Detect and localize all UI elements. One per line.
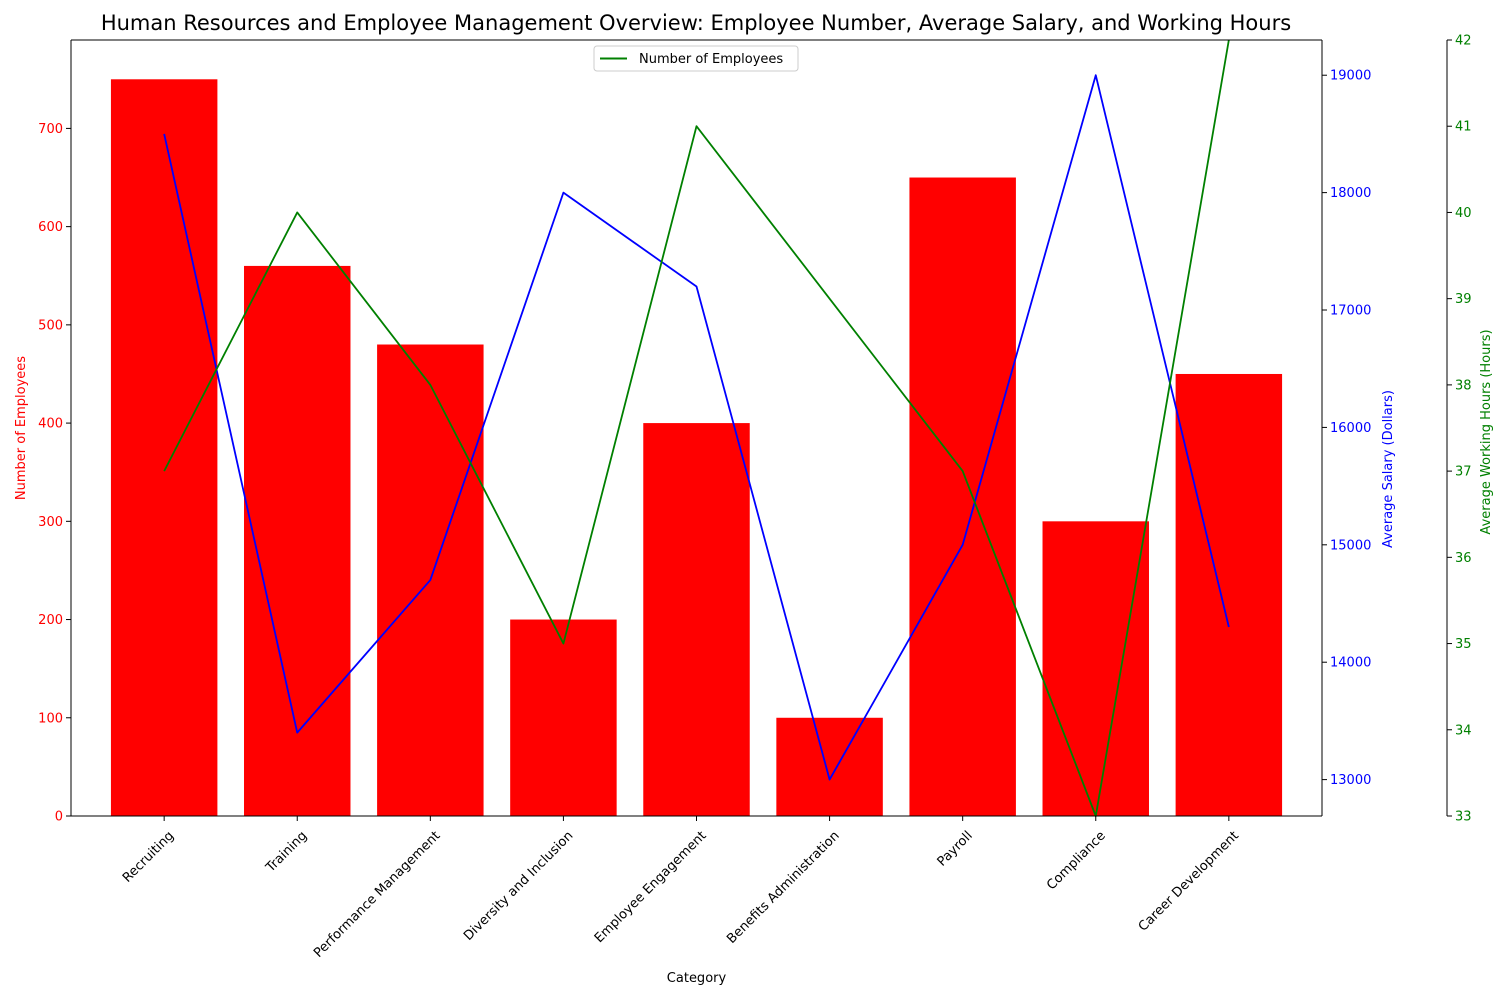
x-tick-label-career-development: Career Development: [1136, 828, 1242, 934]
bar-compliance: [1042, 521, 1149, 816]
legend: Number of Employees: [593, 45, 799, 72]
bar-diversity-and-inclusion: [510, 619, 617, 816]
y-tick-label-right-16000: 16000: [1330, 421, 1371, 436]
bar-benefits-administration: [776, 717, 883, 816]
y-tick-label-right-19000: 19000: [1330, 69, 1371, 84]
x-tick-label-employee-engagement: Employee Engagement: [592, 828, 710, 946]
y-tick-label-right2-38: 38: [1455, 378, 1472, 393]
y-tick-label-right2-37: 37: [1455, 465, 1472, 480]
y-tick-label-left-500: 500: [38, 318, 63, 333]
y-axis-label-left: Number of Employees: [14, 356, 29, 500]
y-tick-label-right-17000: 17000: [1330, 304, 1371, 319]
y-tick-label-right-14000: 14000: [1330, 656, 1371, 671]
chart-title: Human Resources and Employee Management …: [101, 11, 1291, 35]
y-tick-label-left-400: 400: [38, 417, 63, 432]
y-tick-label-right2-39: 39: [1455, 292, 1472, 307]
y-tick-label-right2-35: 35: [1455, 637, 1472, 652]
x-axis-label: Category: [667, 971, 727, 986]
y-tick-label-right2-42: 42: [1455, 34, 1472, 49]
y-tick-label-left-600: 600: [38, 220, 63, 235]
x-tick-label-diversity-and-inclusion: Diversity and Inclusion: [461, 828, 576, 943]
bars-layer: [110, 79, 1283, 817]
bar-career-development: [1175, 373, 1283, 816]
y-tick-label-left-300: 300: [38, 515, 63, 530]
y-tick-label-right2-41: 41: [1455, 120, 1472, 135]
y-tick-label-left-200: 200: [38, 613, 63, 628]
x-tick-label-payroll: Payroll: [935, 828, 976, 869]
y-tick-label-right2-36: 36: [1455, 551, 1472, 566]
y-tick-label-right-15000: 15000: [1330, 538, 1371, 553]
y-tick-label-right-18000: 18000: [1330, 186, 1371, 201]
x-tick-label-training: Training: [263, 828, 311, 876]
x-tick-label-recruiting: Recruiting: [120, 828, 177, 885]
y-tick-label-right2-34: 34: [1455, 723, 1472, 738]
y-tick-label-right2-40: 40: [1455, 206, 1472, 221]
legend-box: [593, 45, 799, 72]
y-tick-label-left-0: 0: [55, 810, 63, 825]
y-axis-label-right2: Average Working Hours (Hours): [1479, 329, 1494, 534]
x-tick-label-compliance: Compliance: [1044, 828, 1109, 893]
y-tick-label-left-700: 700: [38, 122, 63, 137]
bar-payroll: [909, 177, 1016, 816]
bar-training: [244, 265, 351, 816]
y-tick-label-left-100: 100: [38, 711, 63, 726]
y-axis-label-right: Average Salary (Dollars): [1381, 390, 1396, 548]
bar-recruiting: [110, 79, 218, 817]
bar-employee-engagement: [643, 423, 750, 816]
x-tick-label-performance-management: Performance Management: [311, 828, 443, 960]
y-tick-label-right2-33: 33: [1455, 810, 1472, 825]
legend-label-number-of-employees: Number of Employees: [639, 52, 783, 67]
x-tick-label-benefits-administration: Benefits Administration: [724, 828, 842, 946]
y-tick-label-right-13000: 13000: [1330, 773, 1371, 788]
